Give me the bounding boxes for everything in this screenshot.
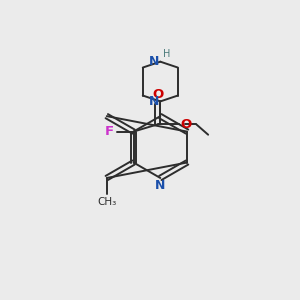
- Text: N: N: [148, 95, 159, 108]
- Text: O: O: [152, 88, 163, 101]
- Text: F: F: [105, 125, 114, 138]
- Text: O: O: [180, 118, 191, 131]
- Text: CH₃: CH₃: [97, 197, 116, 207]
- Text: N: N: [155, 179, 166, 192]
- Text: N: N: [148, 55, 159, 68]
- Text: H: H: [163, 49, 170, 59]
